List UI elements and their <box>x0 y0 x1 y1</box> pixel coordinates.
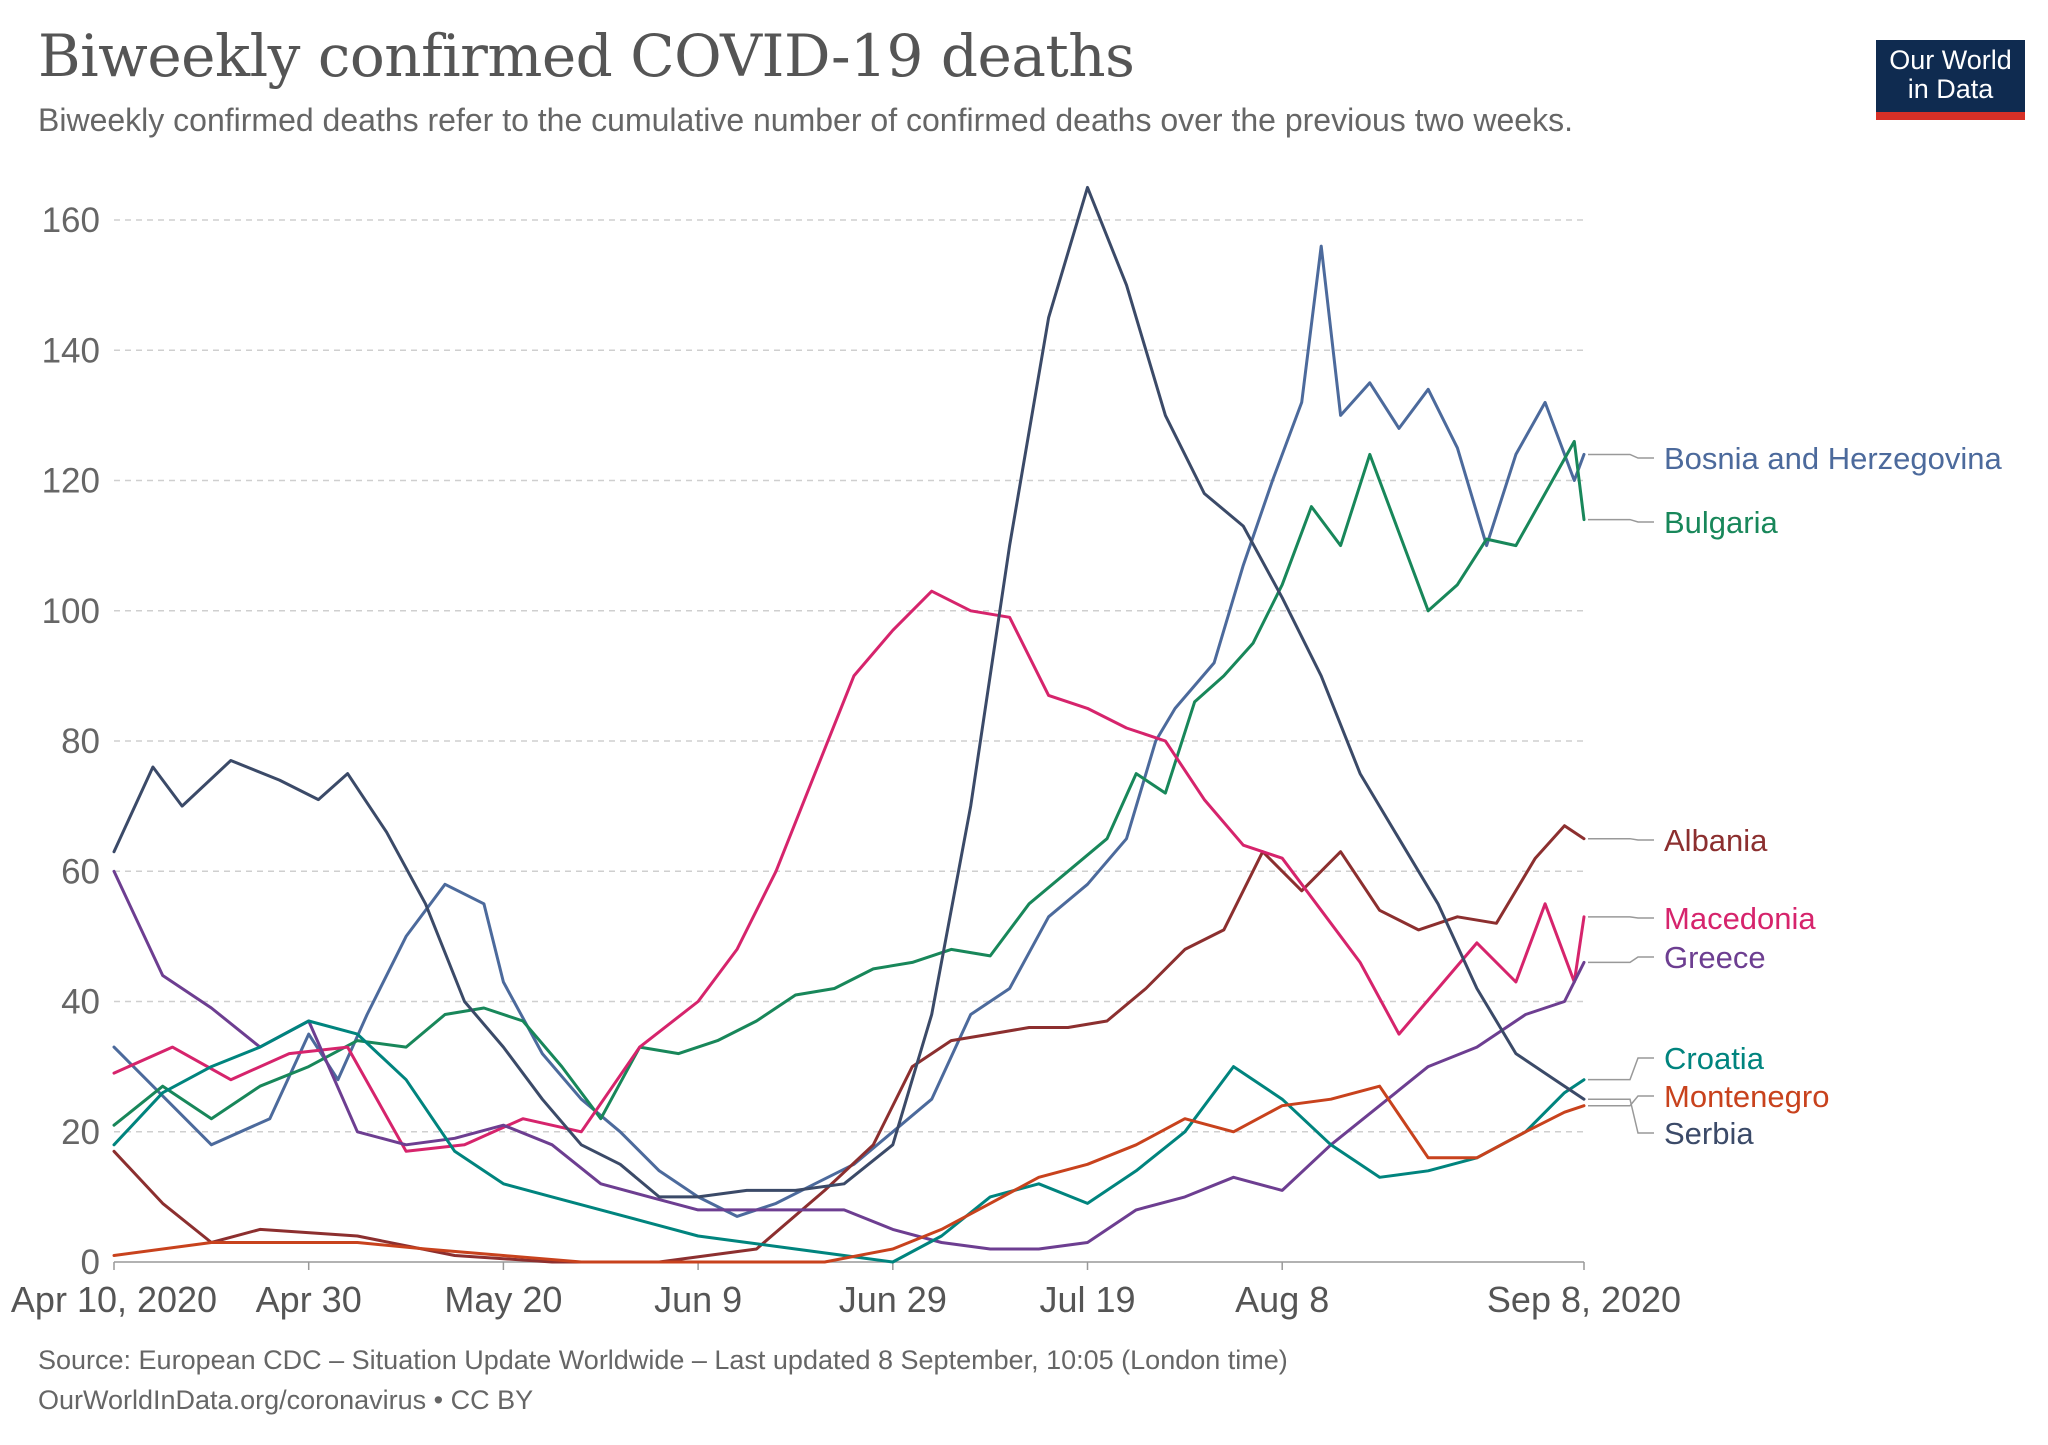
line-chart: 0 20 40 60 80 100 120 140 160 Apr 10, 2020 Apr 30 M… <box>11 185 2003 1320</box>
y-tick-label: 0 <box>81 1243 100 1282</box>
y-tick-label: 80 <box>61 722 100 761</box>
y-tick-label: 60 <box>61 852 100 891</box>
credit-note[interactable]: OurWorldInData.org/coronavirus • CC BY <box>38 1385 534 1415</box>
y-tick-label: 100 <box>42 592 100 631</box>
series-label: Serbia <box>1664 1116 1754 1151</box>
label-connector <box>1588 956 1654 964</box>
x-tick-label: Jul 19 <box>1039 1279 1135 1320</box>
x-tick-label: Jun 29 <box>839 1279 947 1320</box>
x-tick-label: Aug 8 <box>1235 1279 1329 1320</box>
x-tick-label: Jun 9 <box>654 1279 742 1320</box>
series-line <box>112 1084 1586 1264</box>
series-label: Greece <box>1664 940 1766 975</box>
label-connector <box>1588 916 1654 919</box>
logo-line-2: in Data <box>1907 74 1994 104</box>
x-tick-label: Apr 30 <box>256 1279 362 1320</box>
series-line <box>112 824 1586 1264</box>
source-note: Source: European CDC – Situation Update … <box>38 1345 1288 1375</box>
series-line <box>112 589 1586 1153</box>
series-label: Bosnia and Herzegovina <box>1664 441 2003 476</box>
series-label: Croatia <box>1664 1041 1765 1076</box>
y-tick-label: 40 <box>61 983 100 1022</box>
label-connector <box>1588 837 1654 841</box>
series-line <box>112 244 1586 1218</box>
x-tick-label: May 20 <box>444 1279 562 1320</box>
chart-subtitle: Biweekly confirmed deaths refer to the c… <box>38 102 1573 138</box>
series-label: Albania <box>1664 823 1768 858</box>
series-line <box>112 1019 1586 1264</box>
owid-logo[interactable]: Our World in Data <box>1876 40 2025 120</box>
label-connector <box>1588 1057 1654 1081</box>
y-tick-label: 160 <box>42 201 100 240</box>
label-connector <box>1588 518 1654 523</box>
label-connector <box>1588 1098 1654 1134</box>
logo-line-1: Our World <box>1889 45 2012 75</box>
series-label: Montenegro <box>1664 1079 1829 1114</box>
series-line <box>112 869 1586 1251</box>
label-connector <box>1588 1095 1654 1107</box>
chart-title: Biweekly confirmed COVID-19 deaths <box>38 22 1135 90</box>
y-tick-label: 120 <box>42 462 100 501</box>
label-connector <box>1588 453 1654 459</box>
series-label: Macedonia <box>1664 901 1816 936</box>
y-tick-label: 140 <box>42 331 100 370</box>
x-tick-label: Apr 10, 2020 <box>11 1279 217 1320</box>
x-tick-label: Sep 8, 2020 <box>1487 1279 1681 1320</box>
series-line <box>112 439 1586 1127</box>
y-tick-label: 20 <box>61 1113 100 1152</box>
series-label: Bulgaria <box>1664 505 1778 540</box>
series-line <box>112 185 1586 1199</box>
